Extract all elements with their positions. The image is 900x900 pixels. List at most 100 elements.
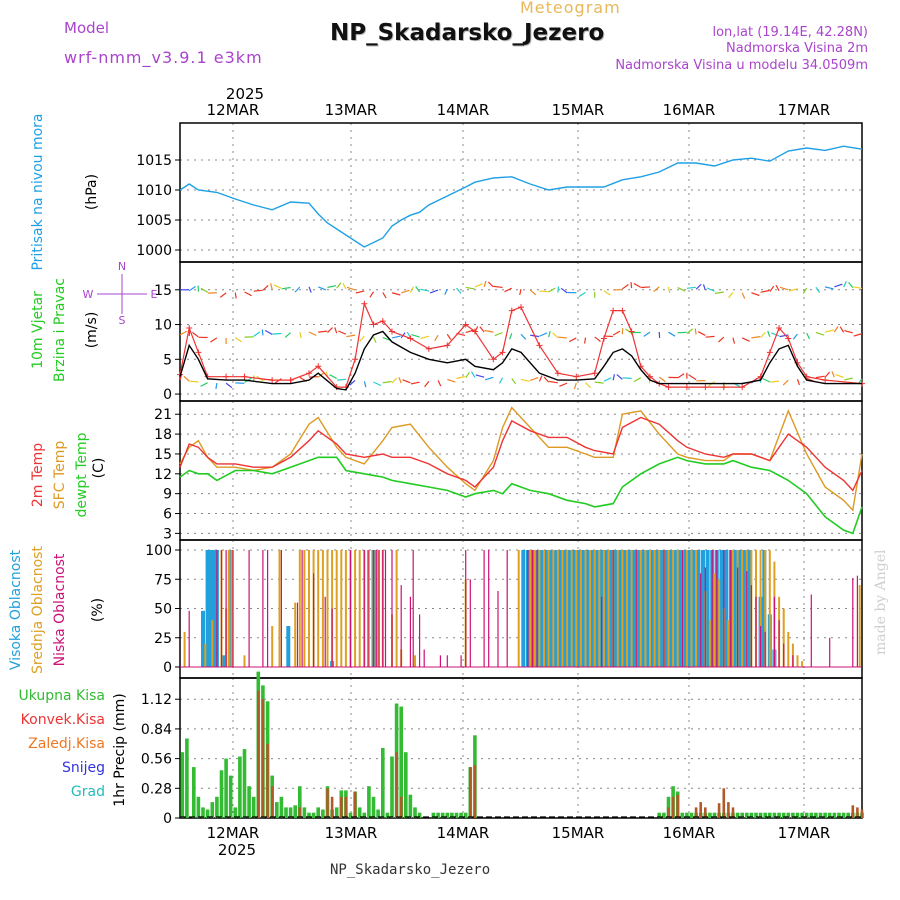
precip-total-bar	[275, 802, 279, 818]
wind-direction-arrow	[519, 288, 522, 296]
precip-total-bar	[837, 812, 841, 818]
cloud-bar	[377, 550, 380, 667]
wind-legend-east: E	[151, 288, 158, 301]
cloud-bar	[856, 575, 858, 667]
cloud-bar	[732, 550, 734, 667]
cloud-bar	[678, 550, 682, 667]
top-day-label: 17MAR	[778, 101, 831, 119]
precip-total-bar	[685, 812, 689, 818]
wind-direction-arrow	[538, 375, 543, 382]
cloud-bar	[409, 596, 411, 667]
cloud-bar	[205, 550, 210, 667]
wind-direction-arrow	[183, 375, 190, 382]
cloud-bar	[267, 550, 269, 667]
precip-total-bar	[238, 756, 242, 818]
precip-conv-bar	[270, 786, 274, 818]
y-tick-label: 0	[163, 660, 172, 676]
wind-direction-arrow	[262, 284, 269, 291]
precip-conv-bar	[326, 788, 329, 818]
cloud-bar	[773, 596, 775, 667]
wind-gust-mark	[379, 318, 386, 325]
wind-direction-arrow	[391, 292, 401, 296]
cloud-bar	[742, 550, 747, 667]
cloud-unit: (%)	[90, 598, 106, 622]
y-tick-label: 12	[154, 467, 172, 483]
precip-conv-bar	[727, 802, 730, 818]
wind-direction-arrow	[633, 377, 642, 383]
top-year-label: 2025	[226, 85, 264, 103]
sfc-temp-line	[179, 406, 863, 512]
cloud-bar	[595, 550, 599, 667]
cloud-bar	[724, 550, 729, 667]
cloud-bar	[723, 550, 725, 667]
wind-direction-arrow	[831, 371, 835, 378]
wind-direction-arrow	[677, 287, 686, 292]
cloud-bar	[313, 573, 315, 667]
wind-direction-arrow	[420, 335, 429, 340]
wind-direction-arrow	[391, 377, 398, 384]
cloud-bar	[497, 591, 499, 667]
wind-direction-arrow	[465, 286, 475, 290]
precip-total-bar	[205, 809, 210, 818]
bottom-day-label: 15MAR	[552, 824, 605, 842]
cloud-bar	[608, 550, 613, 667]
wind-gust-mark	[361, 300, 368, 307]
cloud-bar	[705, 550, 710, 667]
precip-legend-item: Konvek.Kisa	[21, 712, 105, 728]
wind-direction-arrow	[751, 336, 761, 339]
precip-total-bar	[251, 796, 256, 818]
dewpt-title: dewpt Temp	[74, 432, 90, 517]
cloud-bar	[527, 550, 529, 667]
y-tick-label: 15	[154, 447, 172, 463]
wind-direction-arrow	[782, 379, 789, 386]
temp-sfc-title: SFC Temp	[52, 441, 68, 510]
cloud-bar	[636, 550, 641, 667]
cloud-bar	[616, 550, 619, 667]
model-altitude: Nadmorska Visina u modelu 34.0509m	[615, 58, 868, 73]
precip-total-bar	[814, 812, 818, 818]
wind-gust-line	[179, 301, 863, 388]
cloud-bar	[727, 620, 730, 667]
precip-total-bar	[818, 812, 823, 818]
wind-gust-mark	[425, 345, 432, 352]
cloud-bar	[663, 550, 665, 667]
y-tick-label: 15	[154, 283, 172, 299]
wind-direction-arrow	[342, 283, 347, 290]
precip-legend-item: Grad	[71, 784, 105, 800]
wind-gust-mark	[269, 377, 276, 384]
wind-gust-mark	[462, 321, 469, 328]
precip-total-bar	[399, 706, 403, 818]
wind-direction-arrow	[560, 287, 568, 294]
precip-total-bar	[809, 812, 814, 818]
wind-direction-arrow	[188, 286, 196, 292]
wind-gust-mark	[610, 307, 617, 314]
y-tick-label: 6	[163, 507, 172, 523]
wind-direction-arrow	[568, 337, 577, 343]
y-tick-label: 21	[154, 407, 172, 423]
bottom-year-label: 2025	[218, 841, 256, 859]
wind-direction-arrow	[548, 330, 551, 338]
wind-direction-arrow	[456, 375, 466, 380]
cloud-bar	[220, 550, 223, 667]
wind-direction-arrow	[622, 284, 629, 290]
wind-direction-arrow	[189, 380, 199, 383]
panel-frame	[179, 677, 863, 819]
wind-direction-arrow	[539, 290, 549, 293]
wind-direction-arrow	[511, 378, 517, 385]
cloud-bar	[760, 626, 762, 667]
precip-total-bar	[233, 807, 238, 818]
y-tick-label: 1.12	[141, 692, 172, 708]
cloud-bar	[358, 550, 361, 667]
precip-total-bar	[749, 812, 754, 818]
precip-total-bar	[463, 812, 468, 818]
cloud-bar	[372, 550, 375, 667]
wind-direction-arrow	[363, 381, 367, 388]
cloud-bar	[301, 550, 303, 667]
precip-total-bar	[381, 748, 385, 818]
precip-total-bar	[772, 812, 777, 818]
cloud-bar	[326, 550, 329, 667]
wind-legend-west: W	[83, 288, 94, 301]
wind-direction-arrow	[437, 380, 442, 387]
cloud-bar	[533, 550, 536, 667]
cloud-bar	[294, 602, 297, 667]
